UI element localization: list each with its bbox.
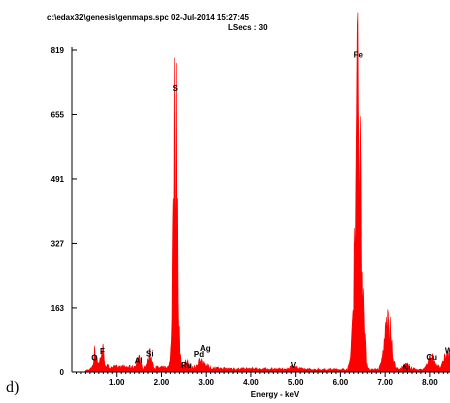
x-tick-label: 7.00 — [377, 378, 393, 387]
x-tick-label: 6.00 — [333, 378, 349, 387]
element-label: Ni — [403, 363, 411, 372]
element-label: O — [91, 354, 97, 363]
element-label: Al — [135, 356, 143, 365]
element-label: W — [445, 347, 450, 356]
element-label: Si — [146, 349, 154, 358]
live-seconds-readout: LSecs : 30 — [228, 23, 268, 32]
element-label: Ag — [200, 344, 211, 353]
x-tick-label: 3.00 — [198, 378, 214, 387]
y-tick-label: 491 — [51, 175, 65, 184]
y-tick-label: 163 — [51, 304, 65, 313]
x-tick-label: 8.00 — [422, 378, 438, 387]
x-tick-label: 4.00 — [243, 378, 259, 387]
y-tick-label: 819 — [51, 46, 65, 55]
y-tick-label: 0 — [60, 368, 65, 377]
x-tick-label: 1.00 — [109, 378, 125, 387]
element-label: Cu — [426, 353, 437, 362]
panel-label: d) — [6, 379, 20, 396]
x-tick-label: 5.00 — [288, 378, 304, 387]
axis-layer: 0 163 327 491 655 819 1.00 2.00 3.00 4.00 5.00 6.00… — [51, 46, 450, 387]
file-header-line: c:\edax32\genesis\genmaps.spc 02-Jul-201… — [47, 13, 249, 22]
element-label: V — [291, 361, 297, 370]
x-tick-label: 2.00 — [154, 378, 170, 387]
element-label: S — [173, 84, 179, 93]
y-tick-label: 327 — [51, 239, 65, 248]
element-label: Fe — [354, 50, 364, 59]
element-label: F — [100, 347, 105, 356]
element-label: Ru — [181, 361, 192, 370]
y-tick-label: 655 — [51, 110, 65, 119]
spectrum-layer — [72, 12, 450, 373]
element-label: Pd — [194, 350, 204, 359]
x-axis-label: Energy - keV — [251, 390, 300, 399]
spectrum-area — [72, 12, 450, 373]
